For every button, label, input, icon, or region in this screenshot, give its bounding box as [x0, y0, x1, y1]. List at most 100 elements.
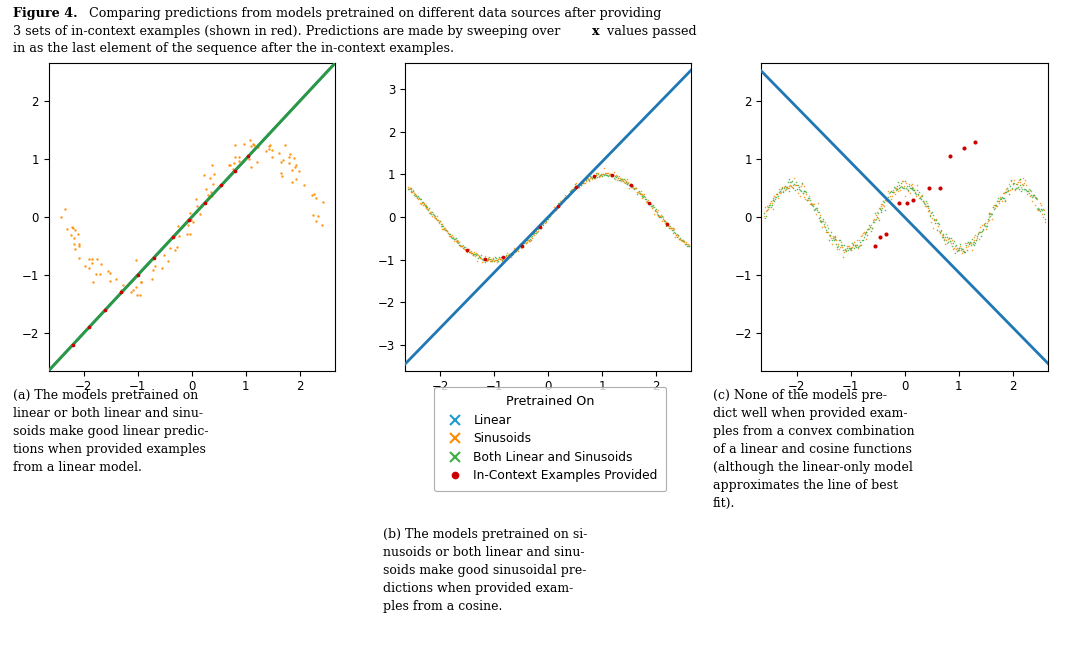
- Point: [549, 200, 566, 211]
- Point: [777, 181, 794, 192]
- Point: [759, 204, 777, 214]
- Point: [789, 188, 807, 198]
- Point: [665, 223, 683, 234]
- Point: [1037, 216, 1054, 227]
- Point: [852, 230, 869, 241]
- Point: [477, 255, 495, 265]
- Point: [608, 174, 625, 185]
- Point: [264, 152, 281, 163]
- Point: [868, 206, 886, 217]
- Point: [620, 177, 637, 188]
- Point: [976, 221, 994, 232]
- Point: [858, 226, 875, 237]
- Point: [651, 210, 669, 221]
- Point: [800, 192, 818, 203]
- Point: [458, 247, 475, 258]
- Point: [523, 232, 540, 243]
- Point: [86, 269, 104, 279]
- Point: [551, 199, 568, 210]
- Point: [846, 242, 863, 253]
- Point: [855, 232, 873, 242]
- Point: [543, 208, 561, 218]
- Point: [915, 197, 932, 208]
- Point: [417, 201, 434, 212]
- Point: [1016, 184, 1034, 194]
- Point: [966, 239, 983, 250]
- Point: [500, 250, 517, 261]
- Point: [893, 176, 910, 187]
- Point: [991, 194, 1009, 204]
- Point: [906, 185, 923, 196]
- Point: [476, 254, 494, 265]
- Point: [449, 238, 467, 248]
- Point: [997, 186, 1014, 197]
- Point: [622, 180, 639, 190]
- Point: [675, 236, 692, 247]
- Point: [511, 242, 528, 253]
- Point: [615, 176, 632, 186]
- Point: [102, 267, 119, 278]
- Point: [877, 194, 894, 205]
- Point: [960, 239, 977, 250]
- Point: [800, 190, 818, 201]
- Point: [630, 188, 647, 198]
- Point: [557, 192, 575, 203]
- Point: [457, 246, 474, 257]
- Point: [433, 220, 450, 231]
- Point: [885, 186, 902, 197]
- Point: [513, 242, 530, 253]
- Point: [481, 254, 498, 265]
- Point: [886, 186, 903, 197]
- Point: [920, 183, 937, 194]
- Point: [784, 183, 801, 194]
- Point: [458, 244, 475, 255]
- Point: [260, 144, 278, 154]
- Point: [777, 185, 794, 196]
- Point: [180, 214, 198, 225]
- Point: [961, 237, 978, 248]
- Point: [1000, 185, 1017, 196]
- Point: [594, 169, 611, 180]
- Point: [534, 218, 551, 229]
- Point: [582, 172, 599, 182]
- Point: [83, 258, 100, 269]
- Point: [896, 176, 914, 186]
- Point: [633, 189, 650, 200]
- Point: [472, 250, 489, 261]
- Point: [470, 250, 487, 261]
- Point: [759, 202, 777, 212]
- Point: [941, 232, 958, 243]
- Point: [679, 239, 697, 250]
- Point: [576, 174, 593, 184]
- Point: [467, 250, 484, 261]
- Point: [886, 182, 903, 193]
- Point: [964, 236, 982, 247]
- Point: [760, 200, 778, 210]
- Point: [419, 203, 436, 214]
- Point: [559, 192, 577, 202]
- Point: [63, 221, 80, 232]
- Point: [986, 204, 1003, 214]
- Point: [147, 261, 164, 271]
- Point: [66, 244, 83, 255]
- Point: [643, 198, 660, 209]
- Point: [553, 196, 570, 207]
- Point: [954, 244, 971, 255]
- Point: [607, 170, 624, 181]
- Point: [856, 228, 874, 238]
- Point: [70, 253, 87, 263]
- Point: [1028, 192, 1045, 203]
- Point: [990, 196, 1008, 207]
- Point: [653, 211, 671, 222]
- Point: [756, 210, 773, 221]
- Point: [436, 225, 454, 236]
- Point: [835, 244, 852, 255]
- Point: [526, 225, 543, 236]
- Point: [171, 230, 188, 241]
- Point: [796, 192, 813, 202]
- Point: [450, 237, 468, 248]
- Point: [968, 234, 985, 245]
- Point: [639, 194, 657, 205]
- Point: [438, 226, 456, 236]
- Point: [824, 233, 841, 244]
